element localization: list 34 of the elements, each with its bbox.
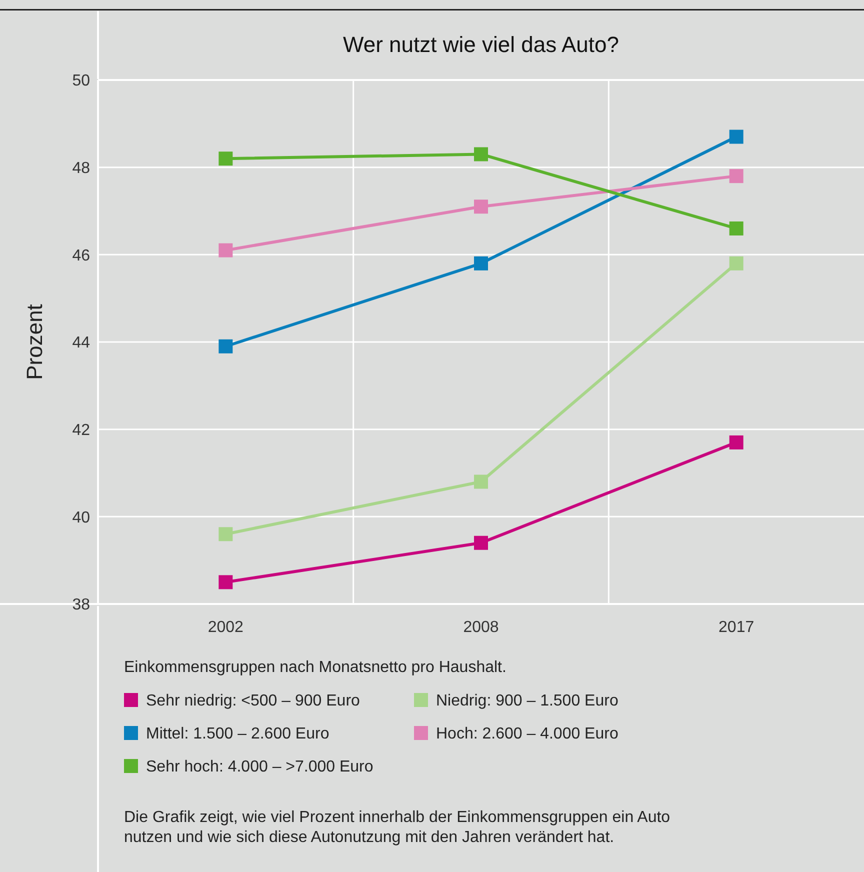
point <box>474 200 488 214</box>
point <box>474 474 488 489</box>
x-tick-label: 2017 <box>718 619 754 636</box>
legend-label: Sehr hoch: 4.000 – >7.000 Euro <box>146 758 374 776</box>
legend-title: Einkommensgruppen nach Monatsnetto pro Haushalt. <box>124 659 506 676</box>
point <box>729 130 744 144</box>
point <box>729 256 744 270</box>
point <box>218 339 233 354</box>
y-tick-label: 40 <box>72 509 90 526</box>
point <box>218 575 233 590</box>
point <box>218 243 233 258</box>
point <box>218 527 233 542</box>
y-tick-label: 38 <box>72 596 90 614</box>
y-tick-label: 46 <box>72 247 90 264</box>
y-tick-label: 50 <box>72 72 90 90</box>
point <box>474 536 488 550</box>
legend-label: Hoch: 2.600 – 4.000 Euro <box>436 726 618 743</box>
point <box>729 221 744 236</box>
y-tick-label: 48 <box>72 160 90 177</box>
point <box>218 152 233 166</box>
text: Die Grafik zeigt, wie viel Prozent innerhalb der Einkommensgruppen ein Auto nutzen und wie sich diese Autonutzung mit den Jahren verändert hat. <box>124 809 670 846</box>
legend-label: Sehr niedrig: <500 – 900 Euro <box>146 692 360 710</box>
point <box>474 147 488 162</box>
point <box>729 435 744 450</box>
x-tick-label: 2008 <box>463 619 499 636</box>
legend-label: Mittel: 1.500 – 2.600 Euro <box>146 726 330 743</box>
legend-label: Niedrig: 900 – 1.500 Euro <box>436 692 618 710</box>
x-tick-label: 2002 <box>208 619 244 636</box>
point <box>474 256 488 270</box>
point <box>729 169 744 184</box>
chart-title: Wer nutzt wie viel das Auto? <box>343 32 619 57</box>
y-tick-label: 44 <box>72 334 90 352</box>
y-tick-label: 42 <box>72 422 90 439</box>
y-axis-title: Prozent <box>22 304 47 380</box>
